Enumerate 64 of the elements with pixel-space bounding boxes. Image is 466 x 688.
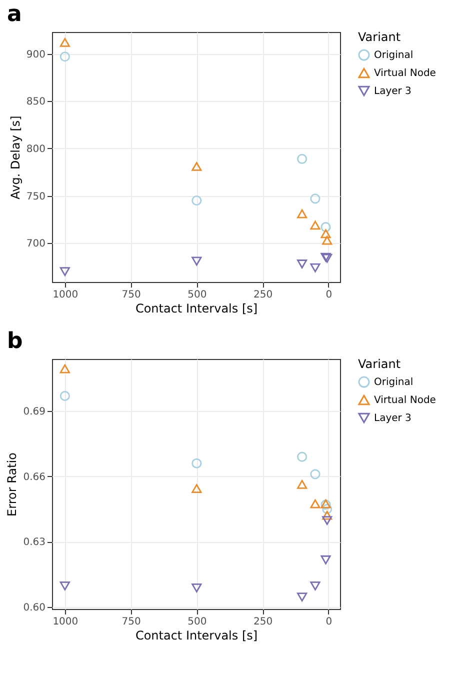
point — [192, 196, 202, 206]
chart-title: b — [7, 329, 23, 354]
legend-label: Original — [374, 50, 414, 61]
x-tick-label: 0 — [326, 616, 332, 628]
point — [192, 458, 202, 468]
y-tick-label: 0.63 — [23, 537, 46, 548]
point — [60, 38, 70, 47]
point — [297, 592, 308, 602]
point — [310, 263, 320, 272]
point — [60, 390, 70, 401]
point — [297, 209, 308, 218]
point — [310, 220, 320, 230]
point — [322, 516, 332, 525]
y-tick-label: 0.69 — [23, 406, 46, 418]
y-axis-title: Error Ratio — [5, 452, 20, 516]
y-axis-title: Avg. Delay [s] — [8, 116, 22, 200]
chart-title: a — [7, 2, 22, 27]
point — [60, 52, 70, 62]
x-tick-label: 250 — [253, 290, 273, 300]
y-tick-label: 800 — [26, 144, 46, 155]
legend-label: Layer 3 — [374, 413, 412, 424]
x-tick-label: 750 — [122, 290, 141, 300]
point — [192, 162, 202, 171]
point — [60, 267, 70, 276]
point — [297, 452, 308, 462]
point — [297, 480, 308, 489]
point — [192, 256, 202, 266]
x-axis-title: Contact Intervals [s] — [135, 302, 258, 316]
legend-label: Virtual Node — [374, 395, 436, 406]
legend-title: Variant — [358, 30, 401, 44]
point — [297, 154, 308, 164]
point — [310, 469, 320, 480]
y-tick-label: 900 — [26, 49, 46, 60]
x-tick-label: 500 — [188, 616, 207, 628]
legend-label: Layer 3 — [374, 86, 412, 97]
point — [320, 555, 331, 564]
x-tick-label: 250 — [253, 616, 273, 628]
legend-label: Original — [374, 377, 414, 388]
point — [322, 510, 332, 520]
y-tick-label: 750 — [26, 191, 46, 202]
y-tick-label: 0.60 — [23, 602, 46, 614]
point — [310, 499, 320, 508]
y-tick-label: 700 — [26, 238, 46, 250]
point — [322, 504, 332, 514]
y-tick-label: 0.66 — [23, 472, 46, 483]
point — [192, 583, 202, 592]
point — [310, 582, 320, 590]
x-axis-title: Contact Intervals [s] — [135, 628, 258, 642]
point — [60, 582, 70, 590]
legend-title: Variant — [358, 357, 401, 371]
legend-label: Virtual Node — [374, 68, 436, 79]
point — [320, 229, 331, 238]
x-tick-label: 1000 — [52, 616, 78, 628]
point — [310, 194, 320, 204]
point — [60, 364, 70, 374]
y-tick-label: 850 — [26, 96, 46, 108]
point — [192, 484, 202, 494]
point — [322, 236, 332, 245]
x-tick-label: 0 — [326, 290, 332, 300]
point — [320, 222, 331, 232]
x-tick-label: 500 — [188, 290, 207, 300]
x-tick-label: 1000 — [52, 290, 78, 300]
x-tick-label: 750 — [122, 616, 141, 628]
point — [297, 260, 308, 268]
